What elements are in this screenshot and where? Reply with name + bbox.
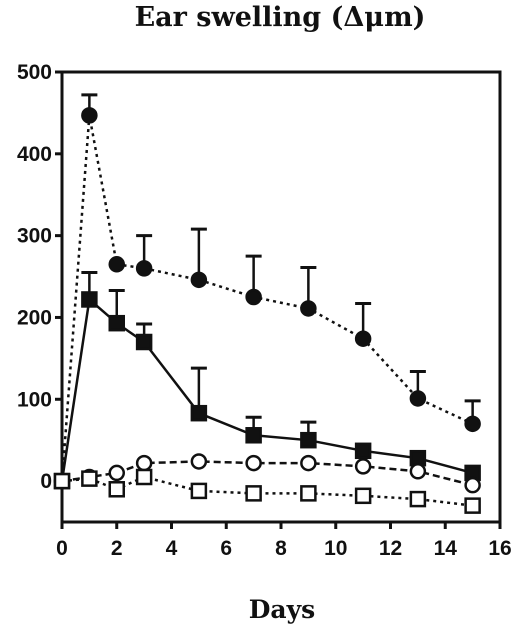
data-point-1 [354,442,372,460]
data-point-0 [354,330,372,347]
data-point-1 [300,431,317,449]
chart-title: Ear swelling (Δμm) [135,2,426,33]
series-line-2 [61,460,473,487]
data-point-2 [300,454,317,472]
series-lines [60,115,474,507]
data-point-0 [245,288,262,306]
x-tick-label: 12 [379,537,402,560]
plot-frame [60,70,502,524]
series-line-0 [60,115,474,482]
x-tick-label: 4 [166,537,178,560]
series-line-1 [60,297,473,482]
data-point-1 [81,291,98,308]
x-tick-label: 14 [434,537,458,560]
data-point-3 [354,487,372,505]
y-tick-label: 300 [17,225,52,248]
data-point-2 [464,476,481,494]
data-point-2 [108,464,125,482]
data-point-1 [190,404,208,422]
x-tick-label: 10 [324,537,347,560]
data-point-3 [53,472,71,490]
data-point-0 [108,256,125,273]
data-point-1 [135,333,153,351]
data-point-0 [300,300,317,317]
y-tick-label: 0 [40,470,52,493]
x-axis-label: Days [249,595,315,624]
x-tick-label: 8 [275,537,287,560]
x-tick-label: 2 [111,537,123,560]
y-tick-label: 500 [17,61,52,84]
data-point-1 [245,427,262,444]
data-point-3 [300,485,317,502]
data-point-3 [190,482,208,500]
data-point-3 [108,481,125,498]
data-point-2 [354,458,372,475]
axes: 0 100 200 300 400 500 0 2 4 6 8 10 12 14 16 [17,61,512,560]
data-point-2 [245,454,262,472]
data-point-3 [245,485,262,502]
data-point-2 [409,463,427,480]
data-point-0 [81,107,98,124]
x-tick-label: 6 [220,537,232,560]
y-tick-label: 200 [17,306,52,329]
data-point-0 [464,415,481,433]
data-point-2 [190,453,208,470]
x-tick-label: 0 [56,537,68,560]
x-tick-label: 16 [488,537,511,560]
y-tick-label: 100 [17,388,52,411]
data-point-0 [190,271,208,289]
data-point-3 [464,497,481,514]
data-markers [53,107,481,514]
data-point-0 [409,390,427,407]
y-tick-label: 400 [17,143,52,166]
data-point-1 [108,314,125,332]
data-point-3 [409,490,427,508]
data-point-0 [135,260,153,277]
series-line-3 [61,475,473,507]
data-point-2 [135,454,153,472]
data-point-3 [135,468,153,486]
data-point-3 [81,470,98,487]
